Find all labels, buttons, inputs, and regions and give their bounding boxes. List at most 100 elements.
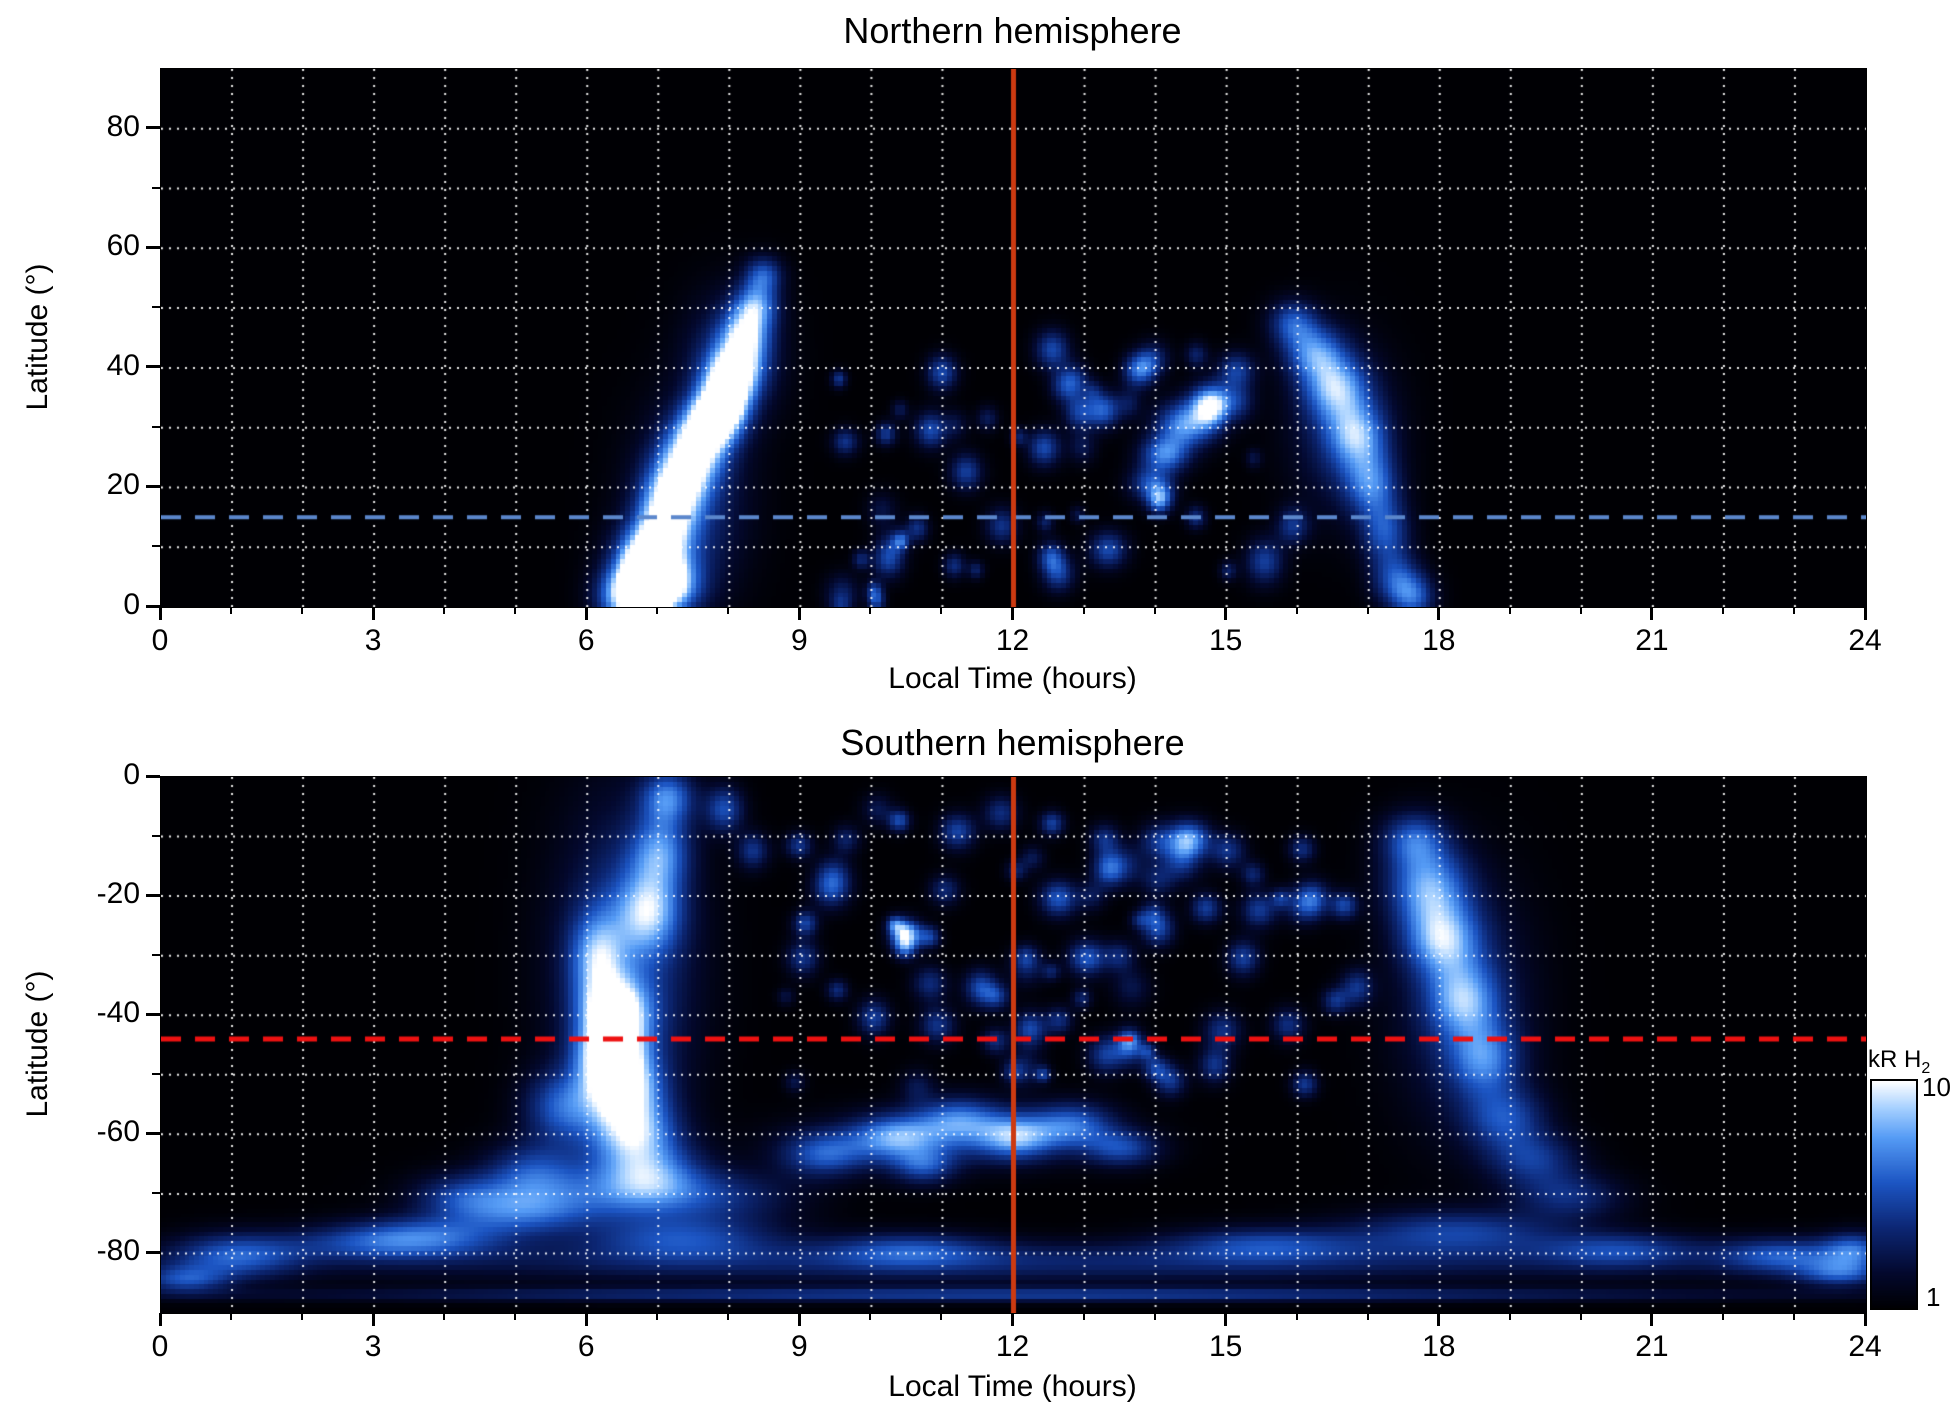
x-tick-mark xyxy=(797,607,801,620)
y-tick-label: 80 xyxy=(106,109,140,143)
x-minor-tick-mark xyxy=(301,1313,304,1320)
x-minor-tick-mark xyxy=(514,1313,517,1320)
x-minor-tick-mark xyxy=(1508,607,1511,614)
x-minor-tick-mark xyxy=(230,1313,233,1320)
y-tick-mark xyxy=(146,774,160,778)
x-tick-label: 21 xyxy=(1635,624,1669,657)
y-tick-mark xyxy=(146,126,160,130)
x-minor-tick-mark xyxy=(1295,607,1298,614)
x-minor-tick-mark xyxy=(727,607,730,614)
x-minor-tick-mark xyxy=(727,1313,730,1320)
north-panel-title: Northern hemisphere xyxy=(843,10,1182,51)
south-panel-title: Southern hemisphere xyxy=(840,722,1185,763)
y-tick-mark xyxy=(146,1250,160,1254)
x-tick-mark xyxy=(1011,607,1014,620)
x-tick-mark xyxy=(584,607,588,620)
colorbar-title: kR H2 xyxy=(1868,1046,1930,1078)
colorbar-unit-text: kR H xyxy=(1868,1046,1922,1073)
y-tick-mark xyxy=(146,893,160,897)
y-tick-mark xyxy=(146,1131,160,1135)
x-tick-mark xyxy=(1650,607,1654,620)
y-tick-label: 20 xyxy=(106,468,140,502)
x-tick-mark xyxy=(584,1313,588,1326)
y-tick-label: -40 xyxy=(96,996,140,1030)
x-tick-label: 12 xyxy=(995,624,1030,657)
y-tick-label: 60 xyxy=(106,229,140,263)
x-tick-label: 0 xyxy=(151,624,169,657)
y-tick-mark xyxy=(146,1012,160,1016)
x-minor-tick-mark xyxy=(1792,607,1795,614)
x-minor-tick-mark xyxy=(443,607,446,614)
x-minor-tick-mark xyxy=(1579,607,1582,614)
x-minor-tick-mark xyxy=(940,1313,943,1320)
x-tick-label: 18 xyxy=(1422,624,1456,657)
x-tick-label: 24 xyxy=(1848,1330,1882,1363)
y-minor-tick-mark xyxy=(152,953,160,956)
x-tick-mark xyxy=(1224,607,1228,620)
x-tick-mark xyxy=(1863,607,1867,620)
y-tick-mark xyxy=(146,484,160,488)
x-minor-tick-mark xyxy=(1295,1313,1298,1320)
y-minor-tick-mark xyxy=(152,186,160,189)
x-tick-mark xyxy=(1437,607,1441,620)
x-tick-mark xyxy=(1650,1313,1654,1326)
y-tick-mark xyxy=(146,245,160,249)
y-minor-tick-mark xyxy=(152,545,160,548)
x-minor-tick-mark xyxy=(1721,607,1724,614)
x-minor-tick-mark xyxy=(1366,1313,1369,1320)
y-tick-label: -20 xyxy=(96,877,140,911)
x-tick-mark xyxy=(1224,1313,1228,1326)
x-minor-tick-mark xyxy=(301,607,304,614)
x-tick-label: 12 xyxy=(995,1330,1030,1363)
x-tick-mark xyxy=(1863,1313,1867,1326)
colorbar-unit-subscript: 2 xyxy=(1921,1059,1931,1077)
north-x-axis-label: Local Time (hours) xyxy=(888,662,1137,695)
x-minor-tick-mark xyxy=(940,607,943,614)
colorbar-tick-min: 1 xyxy=(1926,1282,1941,1312)
x-tick-mark xyxy=(797,1313,801,1326)
x-tick-mark xyxy=(158,1313,162,1326)
x-minor-tick-mark xyxy=(443,1313,446,1320)
y-minor-tick-mark xyxy=(152,1072,160,1075)
x-tick-label: 21 xyxy=(1635,1330,1669,1363)
y-tick-label: 0 xyxy=(123,588,140,621)
y-tick-mark xyxy=(146,365,160,369)
south-heatmap-canvas xyxy=(160,776,1867,1314)
x-tick-label: 3 xyxy=(364,1330,382,1363)
colorbar-tick-max: 10 xyxy=(1922,1072,1950,1102)
x-minor-tick-mark xyxy=(869,1313,872,1320)
x-tick-mark xyxy=(1437,1313,1441,1326)
y-minor-tick-mark xyxy=(152,1191,160,1194)
x-tick-label: 15 xyxy=(1208,624,1243,657)
y-minor-tick-mark xyxy=(152,834,160,837)
x-tick-label: 18 xyxy=(1422,1330,1456,1363)
x-tick-label: 6 xyxy=(577,624,595,657)
x-minor-tick-mark xyxy=(1721,1313,1724,1320)
x-minor-tick-mark xyxy=(656,1313,659,1320)
x-minor-tick-mark xyxy=(1153,607,1156,614)
x-minor-tick-mark xyxy=(1153,1313,1156,1320)
x-minor-tick-mark xyxy=(656,607,659,614)
x-minor-tick-mark xyxy=(1082,1313,1085,1320)
y-minor-tick-mark xyxy=(152,425,160,428)
colorbar-gradient xyxy=(1870,1079,1918,1310)
y-tick-label: -80 xyxy=(96,1234,140,1268)
north-y-axis-label: Latitude (°) xyxy=(21,263,54,411)
x-minor-tick-mark xyxy=(1579,1313,1582,1320)
x-tick-mark xyxy=(371,607,375,620)
y-minor-tick-mark xyxy=(152,306,160,309)
x-minor-tick-mark xyxy=(514,607,517,614)
x-tick-label: 9 xyxy=(791,1330,808,1363)
x-minor-tick-mark xyxy=(1366,607,1369,614)
x-minor-tick-mark xyxy=(1792,1313,1795,1320)
south-x-axis-label: Local Time (hours) xyxy=(888,1370,1137,1403)
y-tick-mark xyxy=(146,604,160,608)
north-heatmap-canvas xyxy=(160,68,1867,608)
south-y-axis-label: Latitude (°) xyxy=(21,970,54,1118)
x-tick-mark xyxy=(1011,1313,1014,1326)
x-tick-label: 24 xyxy=(1848,624,1882,657)
x-tick-mark xyxy=(158,607,162,620)
x-minor-tick-mark xyxy=(1082,607,1085,614)
x-minor-tick-mark xyxy=(1508,1313,1511,1320)
